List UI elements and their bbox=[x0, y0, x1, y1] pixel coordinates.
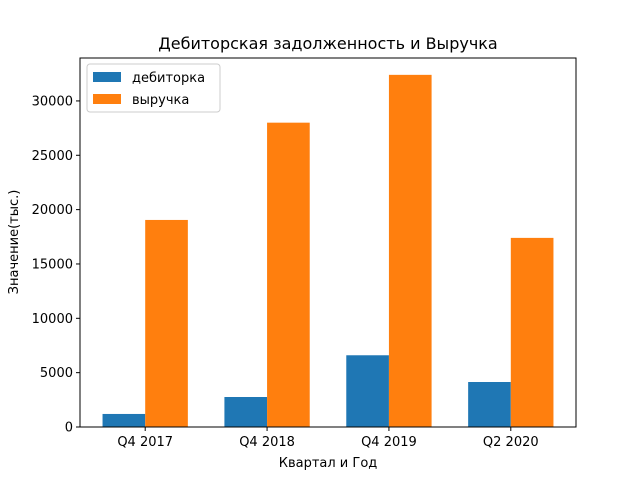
x-tick-label: Q4 2018 bbox=[239, 435, 295, 450]
y-tick-label: 15000 bbox=[32, 257, 73, 272]
x-tick-label: Q2 2020 bbox=[483, 435, 539, 450]
x-tick-label: Q4 2019 bbox=[361, 435, 417, 450]
y-tick-label: 10000 bbox=[32, 312, 73, 327]
bar bbox=[267, 122, 310, 427]
y-tick-label: 0 bbox=[65, 421, 73, 436]
x-axis-label: Квартал и Год bbox=[279, 456, 378, 471]
y-axis-label: Значение(тыс.) bbox=[7, 190, 22, 295]
y-tick-label: 30000 bbox=[32, 94, 73, 109]
legend-swatch bbox=[93, 72, 121, 82]
y-tick-label: 5000 bbox=[40, 366, 73, 381]
chart-title: Дебиторская задолженность и Выручка bbox=[158, 34, 497, 53]
bar bbox=[224, 397, 268, 427]
bar bbox=[346, 355, 389, 427]
axes-frame bbox=[79, 57, 577, 428]
legend-label: дебиторка bbox=[132, 71, 205, 86]
legend-label: выручка bbox=[132, 93, 189, 108]
bar bbox=[102, 413, 146, 427]
bar bbox=[388, 74, 432, 427]
bar bbox=[468, 382, 511, 427]
x-tick-label: Q4 2017 bbox=[117, 435, 173, 450]
bar bbox=[510, 237, 554, 427]
bar bbox=[145, 219, 188, 427]
legend-swatch bbox=[93, 94, 121, 104]
y-tick-label: 20000 bbox=[32, 203, 73, 218]
y-tick-label: 25000 bbox=[32, 149, 73, 164]
